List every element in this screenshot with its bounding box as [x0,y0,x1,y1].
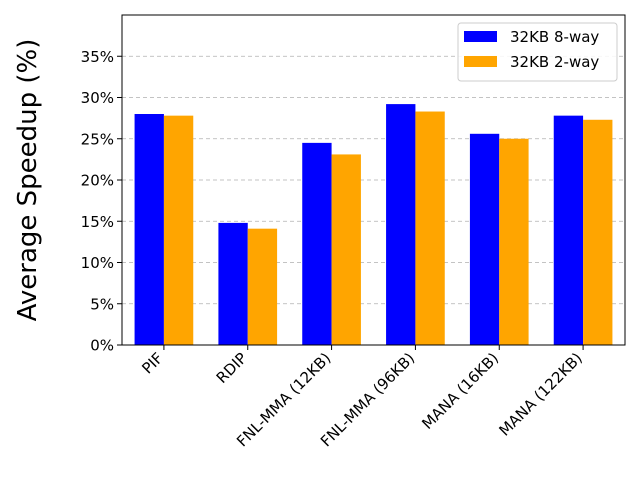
bar-2way [583,119,613,346]
bar-2way [499,138,529,345]
bar-8way [469,133,500,345]
y-tick-label: 25% [81,130,114,148]
bars [134,104,613,346]
y-axis: 0% 5% 10% 15% 20% 25% 30% 35% [81,48,122,355]
legend-label: 32KB 8-way [510,28,599,46]
bar-2way [247,228,278,345]
y-tick-label: 10% [81,254,114,272]
bar-2way [331,154,361,345]
bar-8way [302,142,332,345]
y-tick-label: 35% [81,48,114,66]
bar-8way [218,222,248,345]
bar-2way [415,111,445,346]
y-tick-label: 5% [90,295,114,313]
x-tick-label: FNL-MMA (96KB) [317,349,418,450]
bar-2way [163,115,194,346]
legend-box [457,22,618,82]
x-tick-label: RDIP [213,349,251,387]
y-tick-label: 20% [81,172,114,190]
bar-8way [386,104,416,345]
y-tick-label: 15% [81,213,114,231]
y-tick-label: 0% [90,337,114,355]
legend-swatch [464,31,497,42]
x-tick-label: PIF [138,349,166,377]
bar-8way [553,115,584,346]
x-tick-label: MANA (16KB) [418,349,502,433]
legend: 32KB 8-way 32KB 2-way [457,22,618,82]
y-axis-label: Average Speedup (%) [13,39,43,322]
legend-label: 32KB 2-way [510,53,599,71]
y-tick-label: 30% [81,89,114,107]
legend-swatch [464,56,497,67]
x-tick-label: MANA (122KB) [495,349,585,439]
bar-8way [134,114,164,345]
grid-lines [122,55,625,305]
